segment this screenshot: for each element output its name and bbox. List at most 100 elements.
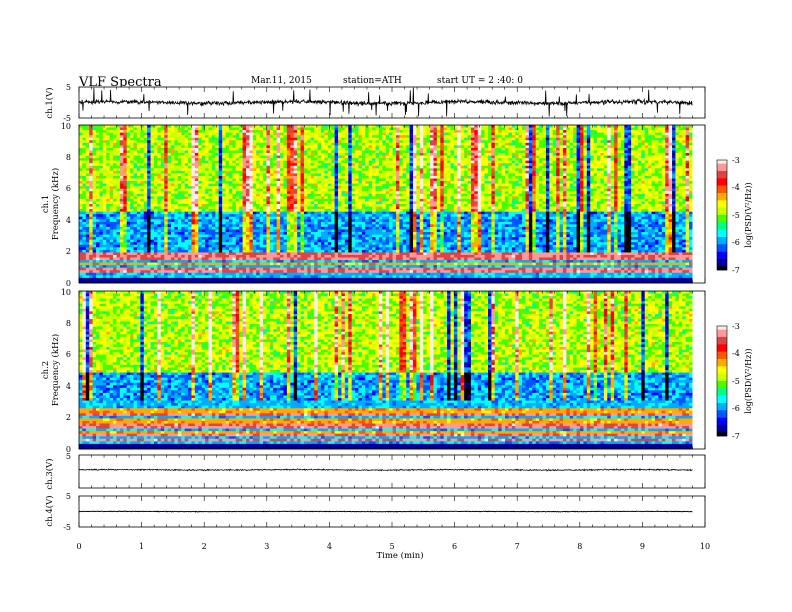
ch1-spec-cell [290,140,295,144]
ch1-spec-cell [566,175,571,179]
ch1-spec-cell [460,186,465,190]
ch1-spec-cell [566,168,571,172]
ch1-spec-cell [147,173,151,177]
ch1-spec-cell [147,168,151,172]
ch1-spec-cell [624,127,629,131]
ch1-spec-cell [443,140,448,144]
ch1-spec-cell [525,137,530,141]
ch1-spec-cell [661,191,666,195]
ch1-spec-cell [246,170,250,174]
ch1-waveform-panel: 5 -5 ch.1(V) [44,83,706,123]
ch1-spec-cell [153,181,158,185]
ch1-spec-cell [627,147,632,151]
ch1-spec-cell [453,153,458,156]
ch1-spec-cell [648,145,652,149]
ch1-spec-cell [610,125,615,128]
ch1-spec-cell [470,132,475,136]
ch1-spec-cell [225,150,230,154]
ch1-spec-cell [672,170,676,174]
ch1-spec-cell [355,173,359,177]
ch1-spec-cell [433,142,438,146]
ch1-spec-cell [389,181,393,185]
ch1-spec-cell [109,140,114,144]
ch1-spec-cell [372,193,376,197]
ch1-spec-cell [375,191,380,195]
ch1-spec-cell [549,170,554,174]
ch1-spec-cell [130,175,134,179]
ch1-spec-cell [583,142,588,146]
ch1-spec-cell [263,142,267,146]
ch1-spec-cell [290,188,295,192]
ch1-spec-cell [331,132,336,136]
ch1-spec-cell [355,147,359,151]
ch1-spec-cell [157,165,162,169]
ch1-spec-cell [218,145,223,149]
ch1-spec-cell [293,193,298,197]
ch1-spec-cell [310,173,315,177]
ch1-spec-cell [102,163,107,167]
ch1-spec-cell [665,170,670,174]
ch1-spec-cell [242,173,247,177]
ch1-spec-cell [413,132,417,136]
ch1-spec-cell [269,142,274,146]
ch1-spec-cell [143,158,148,162]
ch1-spec-cell [293,160,298,164]
ch1-spec-cell [96,178,100,182]
ch1-spec-cell [375,130,380,134]
ch1-spec-cell [477,147,482,151]
ch1-spec-cell [327,132,332,136]
ch1-spec-cell [556,170,560,174]
ch1-spec-cell [341,130,346,134]
ch1-spec-cell [447,153,451,156]
ch1-spec-cell [116,160,121,164]
ch1-spec-cell [576,132,581,136]
ch1-spec-cell [164,188,169,192]
ch1-spec-cell [450,193,455,197]
ch1-spec-cell [433,160,438,164]
ch1-spec-cell [259,153,264,156]
ch1-spec-cell [406,181,410,185]
ch1-spec-cell [549,175,554,179]
ch1-spec-cell [102,160,107,164]
ch1-spec-cell [600,178,605,182]
ch1-spec-cell [556,153,560,156]
ch1-spec-cell [590,153,595,156]
ch1-spec-cell [355,163,359,167]
ch1-spec-cell [535,127,540,131]
ch1-spec-cell [552,186,557,190]
ch1-spec-cell [147,160,151,164]
ch1-spec-cell [89,137,94,141]
ch1-spec-cell [280,140,284,144]
ch1-spec-cell [252,135,257,139]
ch1-spec-cell [440,127,445,131]
ch1-spec-cell [382,163,387,167]
ch1-spec-cell [157,175,162,179]
ch1-spec-cell [413,163,417,167]
ch1-spec-cell [603,125,608,128]
ch1-spec-cell [252,186,257,190]
ch1-spec-cell [246,158,250,162]
ch1-spec-cell [668,175,673,179]
ch1-spec-cell [344,132,349,136]
ch1-spec-cell [126,135,131,139]
ch1-spec-cell [603,170,608,174]
ch1-spec-cell [113,168,117,172]
ch1-spec-cell [607,168,612,172]
ch1-spec-cell [327,183,332,187]
ch1-spec-cell [239,132,243,136]
ch1-spec-cell [525,140,530,144]
ch1-spec-cell [317,193,322,197]
ch1-spec-cell [99,142,104,146]
ch1-spec-cell [658,188,663,192]
ch1-spec-cell [136,155,141,159]
ch1-spec-cell [590,155,595,159]
ch1-spec-cell [583,158,588,162]
ch1-spec-cell [378,142,383,146]
ch1-spec-cell [505,191,509,195]
ch1-spec-cell [109,193,114,197]
ch1-spec-cell [136,175,141,179]
ch1-spec-cell [191,155,196,159]
ch1-spec-cell [109,191,114,195]
ch1-spec-cell [389,183,393,187]
ch1-spec-cell [603,160,608,164]
